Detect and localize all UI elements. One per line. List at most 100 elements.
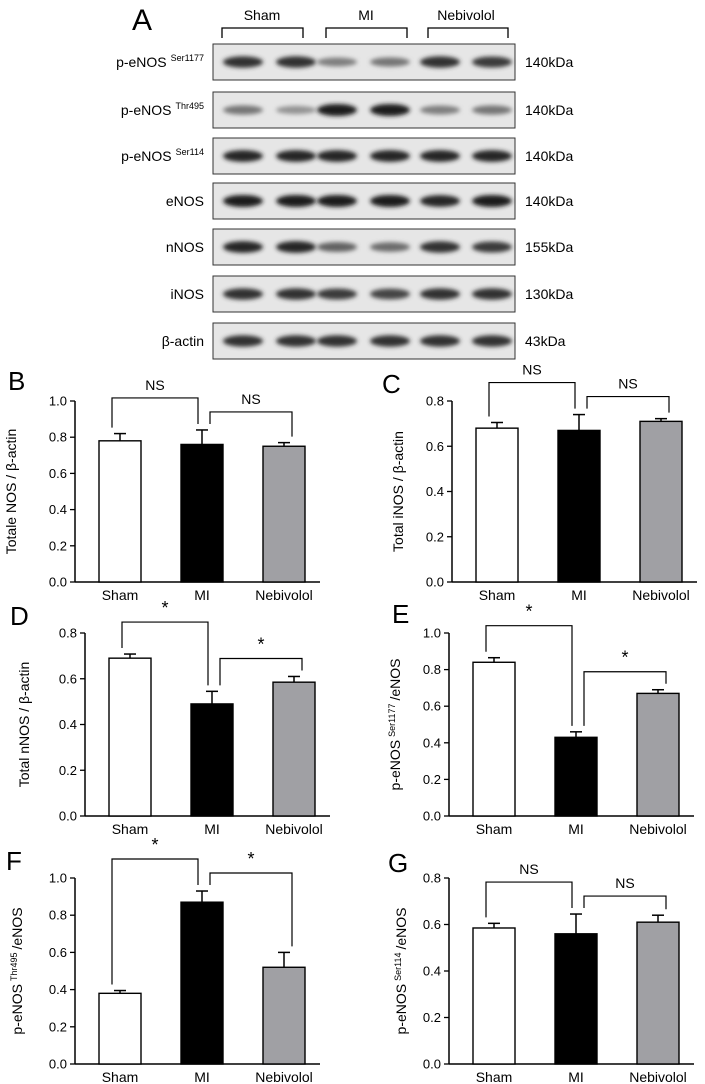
- blot-band: [370, 103, 410, 117]
- blot-band: [223, 194, 263, 208]
- blot-band: [472, 56, 512, 68]
- blot-band: [472, 241, 512, 253]
- blot-band: [420, 56, 460, 68]
- bar-mi: [557, 429, 601, 583]
- blot-band: [370, 242, 410, 252]
- significance-bracket: [209, 411, 293, 437]
- bar-mi: [180, 901, 224, 1065]
- chart-panel-c: C 0.0 0.2 0.4 0.6 0.8 Sham MI Nebivolol NS NS Total…: [382, 362, 697, 603]
- blot-membrane: [212, 43, 516, 81]
- y-tick-label: 0.2: [49, 538, 67, 553]
- x-tick-label: MI: [568, 821, 584, 837]
- blot-membrane: [212, 91, 516, 129]
- y-tick-label: 0.2: [426, 529, 444, 544]
- blot-row: p-eNOS Ser114 140kDa: [121, 137, 573, 175]
- panel-letter: G: [388, 848, 408, 878]
- y-tick-label: 0.2: [59, 763, 77, 778]
- y-tick-label: 0.8: [49, 430, 67, 445]
- blot-row: p-eNOS Thr495 140kDa: [121, 91, 573, 129]
- blot-row-label: p-eNOS Thr495: [121, 101, 204, 118]
- x-tick-label: MI: [568, 1069, 584, 1084]
- blot-band: [472, 194, 512, 208]
- blot-band: [420, 335, 460, 347]
- y-axis-label: Total nNOS / β-actin: [16, 662, 32, 788]
- panel-letter: C: [382, 369, 401, 399]
- y-tick-label: 0.4: [426, 484, 444, 499]
- chart-panel-f: F 0.0 0.2 0.4 0.6 0.8 1.0 Sham MI Nebivolol * * p-eN…: [6, 835, 320, 1084]
- y-tick-label: 0.6: [49, 945, 67, 960]
- bar-sham: [472, 661, 516, 817]
- y-tick-label: 0.6: [423, 917, 441, 932]
- x-tick-label: Sham: [102, 587, 139, 603]
- blot-row: p-eNOS Ser1177 140kDa: [116, 43, 573, 81]
- x-tick-label: Sham: [476, 1069, 513, 1084]
- significance-label: *: [151, 835, 158, 855]
- significance-label: *: [621, 648, 628, 668]
- blot-kda-label: 140kDa: [525, 102, 573, 118]
- significance-bracket: [583, 895, 667, 910]
- y-tick-label: 0.0: [49, 575, 67, 590]
- blot-band: [370, 335, 410, 347]
- y-tick-label: 0.6: [49, 466, 67, 481]
- blot-membrane: [212, 182, 516, 220]
- blot-band: [370, 288, 410, 300]
- blot-band: [472, 105, 512, 115]
- blot-kda-label: 130kDa: [525, 286, 573, 302]
- chart-panel-d: D 0.0 0.2 0.4 0.6 0.8 Sham MI Nebivolol * * Total n…: [10, 598, 330, 837]
- blot-membrane: [212, 322, 516, 360]
- blot-membrane: [212, 228, 516, 266]
- significance-label: NS: [145, 377, 164, 393]
- x-tick-label: Nebivolol: [265, 821, 323, 837]
- blot-band: [317, 288, 357, 300]
- bar-nebivolol: [636, 692, 680, 817]
- y-tick-label: 1.0: [49, 394, 67, 409]
- blot-band: [276, 105, 316, 115]
- y-tick-label: 0.0: [423, 809, 441, 824]
- significance-bracket: [219, 657, 303, 686]
- blot-band: [370, 57, 410, 67]
- group-bracket: [221, 27, 304, 38]
- blot-band: [420, 288, 460, 300]
- x-tick-label: Sham: [112, 821, 149, 837]
- y-tick-label: 0.2: [49, 1019, 67, 1034]
- x-tick-label: MI: [194, 1069, 210, 1084]
- x-tick-label: Sham: [476, 821, 513, 837]
- y-tick-label: 0.0: [49, 1057, 67, 1072]
- blot-band: [370, 194, 410, 208]
- x-tick-label: Nebivolol: [629, 1069, 687, 1084]
- blot-band: [276, 241, 316, 253]
- blot-band: [223, 335, 263, 347]
- x-tick-label: Sham: [102, 1069, 139, 1084]
- bar-sham: [98, 992, 142, 1065]
- bar-mi: [180, 443, 224, 583]
- significance-bracket: [485, 625, 573, 726]
- y-tick-label: 0.8: [59, 626, 77, 641]
- y-tick-label: 0.4: [49, 982, 67, 997]
- bar-sham: [475, 427, 519, 583]
- blot-band: [223, 105, 263, 115]
- blot-band: [317, 150, 357, 162]
- blot-band: [317, 194, 357, 208]
- blot-row-label: eNOS: [166, 193, 204, 209]
- x-tick-label: Nebivolol: [255, 1069, 313, 1084]
- significance-bracket: [111, 397, 199, 428]
- y-tick-label: 0.4: [49, 502, 67, 517]
- bar-mi: [554, 933, 598, 1065]
- blot-band: [420, 195, 460, 207]
- blot-kda-label: 140kDa: [525, 148, 573, 164]
- significance-label: NS: [522, 362, 541, 378]
- blot-band: [472, 150, 512, 162]
- bar-nebivolol: [262, 966, 306, 1065]
- blot-row-label: β-actin: [162, 333, 204, 349]
- blot-row-label: p-eNOS Ser114: [121, 147, 204, 164]
- blot-band: [472, 335, 512, 347]
- significance-bracket: [488, 381, 576, 417]
- chart-panel-b: B 0.0 0.2 0.4 0.6 0.8 1.0 Sham MI Nebivolol NS NS To…: [3, 366, 320, 603]
- significance-label: NS: [618, 376, 637, 392]
- blot-band: [223, 241, 263, 253]
- bar-nebivolol: [272, 681, 316, 817]
- blot-band: [317, 242, 357, 252]
- significance-label: *: [257, 634, 264, 654]
- x-tick-label: MI: [571, 587, 587, 603]
